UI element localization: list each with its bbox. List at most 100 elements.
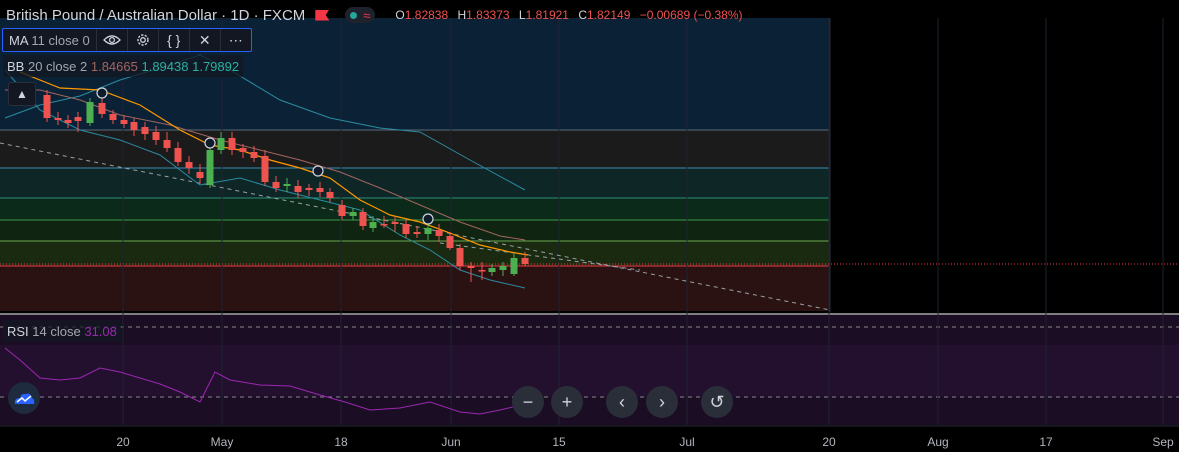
- bb-name: BB: [7, 58, 25, 74]
- fib-zone-3: [0, 168, 830, 198]
- bb-indicator-legend[interactable]: BB 20 close 2 1.84665 1.89438 1.79892: [3, 55, 244, 77]
- candle-body-42: [499, 266, 507, 270]
- x-axis-tick-label: 20: [822, 435, 836, 449]
- candle-body-11: [163, 140, 171, 148]
- x-axis-tick-label: Jul: [679, 435, 694, 449]
- scroll-right-button[interactable]: ›: [646, 386, 678, 418]
- fib-zone-4: [0, 198, 830, 220]
- ma-label: MA 11 close 0: [3, 33, 96, 48]
- high-label: H: [457, 8, 467, 22]
- candle-body-16: [217, 138, 225, 150]
- event-marker-icon-2: [312, 165, 324, 177]
- rsi-value: 31.08: [84, 323, 117, 339]
- bb-basis-value: 1.84665: [90, 58, 138, 74]
- gear-icon[interactable]: [126, 29, 158, 51]
- fib-zone-2: [0, 130, 830, 168]
- high-value: 1.83373: [466, 8, 510, 22]
- rsi-params: 14 close: [32, 323, 81, 339]
- bb-params: 20 close 2: [27, 58, 88, 74]
- candle-body-36: [435, 230, 443, 236]
- candle-body-19: [250, 152, 258, 158]
- chevron-up-icon: ▲: [16, 87, 28, 101]
- close-value: 1.82149: [587, 8, 631, 22]
- rsi-band-bg: [0, 345, 1179, 397]
- fib-zone-6: [0, 241, 830, 266]
- candle-body-10: [152, 132, 160, 140]
- low-label: L: [518, 8, 526, 22]
- reset-chart-button[interactable]: ↺: [701, 386, 733, 418]
- more-icon[interactable]: ⋯: [219, 29, 251, 51]
- candle-body-21: [272, 182, 280, 188]
- candle-body-3: [74, 117, 82, 121]
- x-axis-tick-label: 17: [1039, 435, 1053, 449]
- zoom-in-button[interactable]: +: [551, 386, 583, 418]
- candle-body-44: [521, 258, 529, 264]
- scroll-left-button[interactable]: ‹: [606, 386, 638, 418]
- cloud-logo-icon: [14, 393, 35, 404]
- close-icon[interactable]: ✕: [188, 29, 220, 51]
- candle-body-12: [174, 148, 182, 162]
- bb-lower-band: [4, 69, 526, 289]
- eye-icon[interactable]: [95, 29, 127, 51]
- candle-body-29: [359, 212, 367, 226]
- candle-body-33: [402, 224, 410, 234]
- flag-icon[interactable]: [315, 9, 330, 21]
- event-marker-icon-3: [422, 213, 434, 225]
- candle-body-17: [228, 138, 236, 150]
- candle-body-23: [294, 186, 302, 192]
- chevron-left-icon: ‹: [619, 391, 625, 412]
- collapse-legend-button[interactable]: ▲: [8, 82, 36, 106]
- x-axis-tick-label: 20: [116, 435, 130, 449]
- candle-body-2: [64, 120, 72, 123]
- candle-body-26: [326, 192, 334, 198]
- candle-body-41: [488, 268, 496, 272]
- candle-body-39: [467, 266, 475, 268]
- candle-body-9: [141, 127, 149, 134]
- candle-body-22: [283, 184, 291, 186]
- braces-icon[interactable]: { }: [157, 29, 189, 51]
- rsi-name: RSI: [7, 323, 29, 339]
- plus-icon: +: [561, 391, 573, 412]
- x-axis-tick-label: May: [211, 435, 234, 449]
- x-axis-tick-label: 15: [552, 435, 566, 449]
- candle-body-1: [54, 118, 62, 120]
- candle-body-0: [43, 95, 51, 118]
- bb-upper-value: 1.89438: [141, 58, 189, 74]
- candle-body-24: [305, 188, 313, 190]
- low-value: 1.81921: [525, 8, 569, 22]
- market-status-badge[interactable]: ≈: [345, 7, 376, 23]
- candle-body-20: [261, 156, 269, 182]
- fib-zone-5: [0, 220, 830, 241]
- x-axis-tick-label: Sep: [1152, 435, 1174, 449]
- candle-body-38: [456, 248, 464, 266]
- ma-name: MA: [9, 32, 28, 48]
- candle-body-43: [510, 258, 518, 274]
- event-marker-icon-0: [96, 87, 108, 99]
- ma-indicator-legend[interactable]: MA 11 close 0 { } ✕ ⋯: [2, 28, 252, 52]
- chart-header: British Pound / Australian Dollar · 1D ·…: [6, 5, 748, 25]
- candle-body-35: [424, 228, 432, 234]
- dashed-trendline-2: [439, 242, 641, 271]
- x-axis-tick-label: Aug: [927, 435, 948, 449]
- ohlc-values: O1.82838 H1.83373 L1.81921 C1.82149 −0.0…: [395, 8, 748, 22]
- rsi-indicator-legend[interactable]: RSI 14 close 31.08: [3, 320, 121, 342]
- market-open-dot-icon: [350, 11, 358, 19]
- symbol-title[interactable]: British Pound / Australian Dollar · 1D ·…: [6, 6, 306, 24]
- fib-zone-bottom: [0, 266, 830, 311]
- candle-body-18: [239, 148, 247, 152]
- event-marker-icon-1: [204, 137, 216, 149]
- candle-body-28: [349, 212, 357, 216]
- tradingview-logo-button[interactable]: [8, 382, 40, 414]
- candle-body-4: [86, 102, 94, 123]
- candle-body-13: [185, 162, 193, 168]
- candle-body-14: [196, 172, 204, 178]
- bb-lower-value: 1.79892: [192, 58, 240, 74]
- change-value: −0.00689 (−0.38%): [639, 8, 743, 22]
- candle-body-30: [369, 222, 377, 228]
- candle-body-8: [130, 122, 138, 130]
- candle-body-7: [120, 120, 128, 124]
- x-axis-tick-label: 18: [334, 435, 348, 449]
- reset-icon: ↺: [709, 391, 725, 412]
- zoom-out-button[interactable]: −: [512, 386, 544, 418]
